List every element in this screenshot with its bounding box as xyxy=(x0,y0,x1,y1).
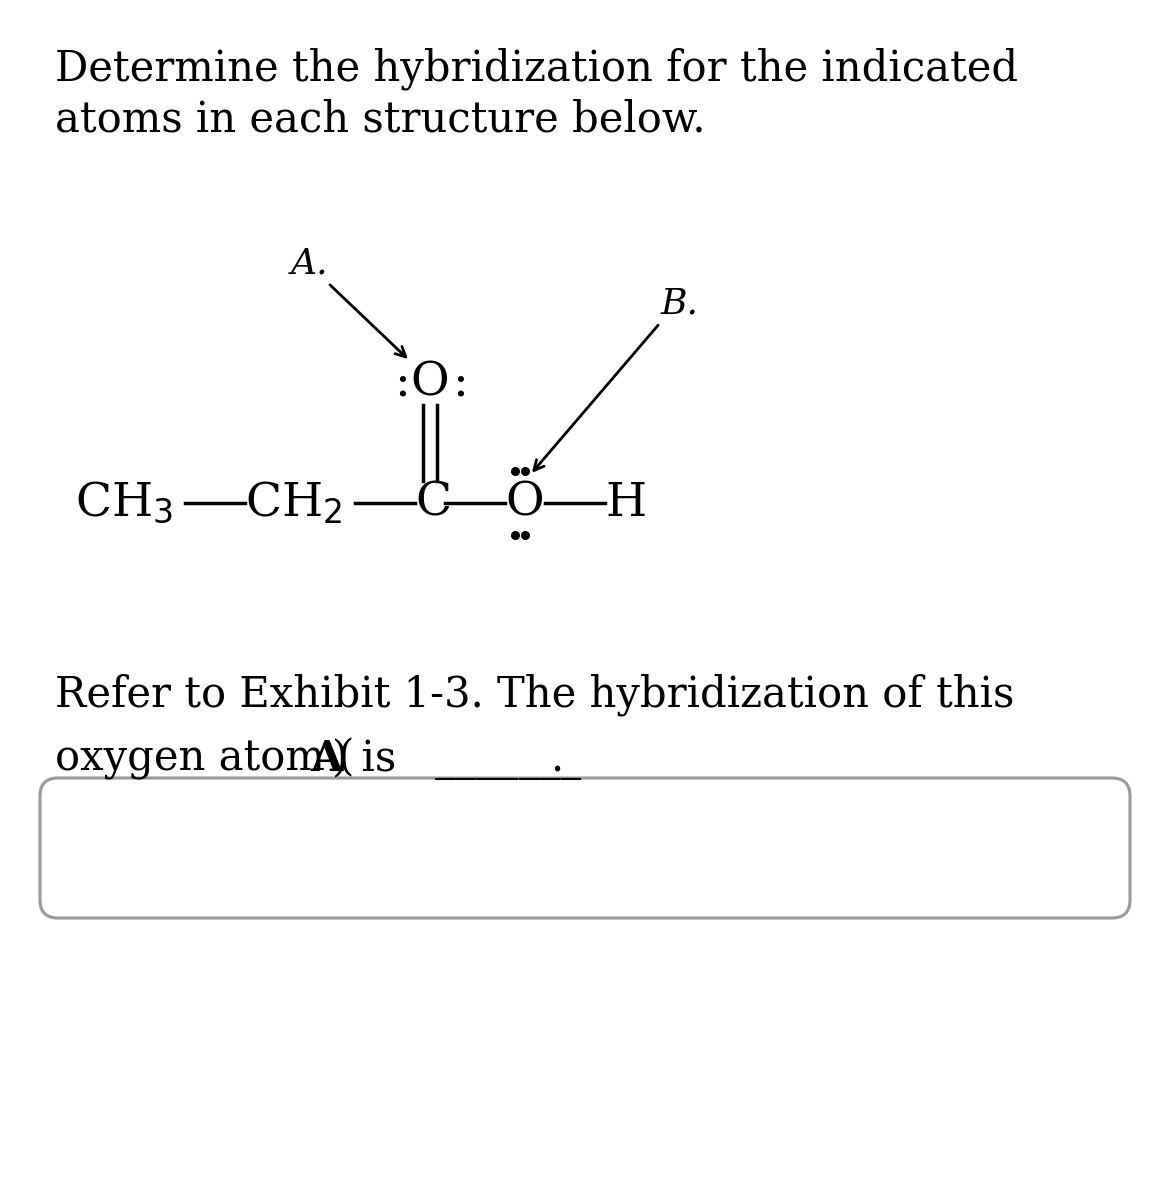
Text: ) is: ) is xyxy=(332,737,397,780)
Text: :: : xyxy=(394,361,409,405)
Text: CH$_3$: CH$_3$ xyxy=(75,480,173,526)
Text: oxygen atom (: oxygen atom ( xyxy=(55,737,355,781)
Text: O: O xyxy=(505,480,544,526)
Text: Refer to Exhibit 1-3. The hybridization of this: Refer to Exhibit 1-3. The hybridization … xyxy=(55,672,1014,716)
Text: _______: _______ xyxy=(435,737,581,780)
Text: Determine the hybridization for the indicated: Determine the hybridization for the indi… xyxy=(55,48,1018,90)
Text: A: A xyxy=(310,737,343,780)
Text: A.: A. xyxy=(291,245,329,280)
Text: .: . xyxy=(550,737,563,780)
Text: :: : xyxy=(452,361,468,405)
Text: B.: B. xyxy=(661,286,698,320)
Text: H: H xyxy=(605,480,646,526)
Text: atoms in each structure below.: atoms in each structure below. xyxy=(55,97,706,140)
Text: O: O xyxy=(411,361,449,405)
FancyBboxPatch shape xyxy=(40,778,1130,918)
Text: CH$_2$: CH$_2$ xyxy=(245,480,343,526)
Text: C: C xyxy=(415,480,452,526)
